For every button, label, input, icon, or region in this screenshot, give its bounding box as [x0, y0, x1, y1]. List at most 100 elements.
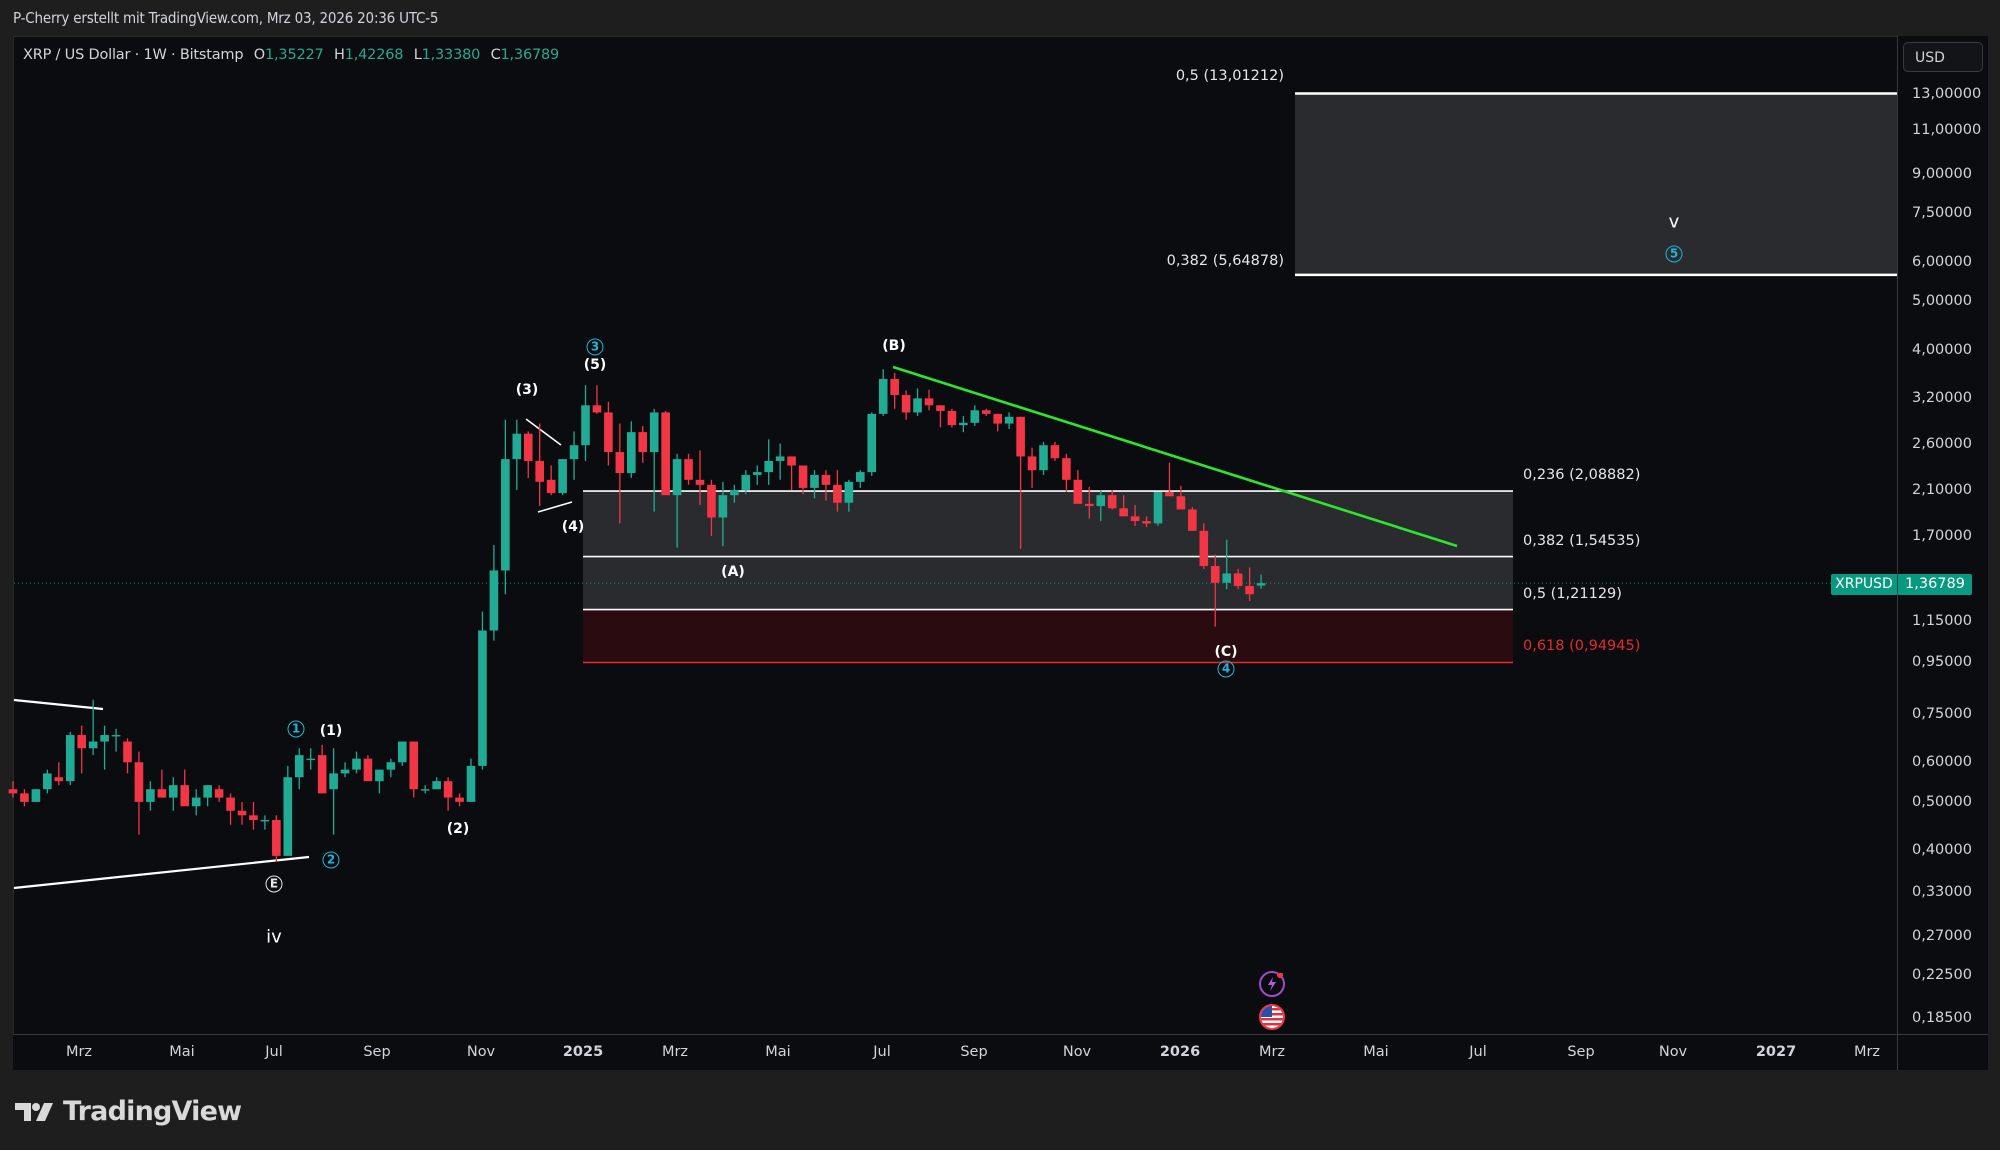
candle	[100, 735, 109, 742]
candle	[833, 484, 842, 503]
price-tick: 0,27000	[1912, 927, 1972, 944]
price-tick: 0,22500	[1912, 967, 1972, 984]
price-tick: 0,40000	[1912, 842, 1972, 859]
candle	[352, 758, 361, 770]
price-tick: 7,50000	[1912, 205, 1972, 222]
candle	[947, 410, 957, 426]
triangle-lower-line	[13, 855, 310, 890]
time-tick: Mai	[765, 1044, 791, 1060]
fib-extension-zone	[1295, 93, 1897, 275]
candle	[1176, 496, 1186, 510]
candle	[924, 398, 934, 406]
candle	[478, 630, 487, 766]
candle	[1210, 566, 1220, 583]
candle	[981, 410, 991, 414]
wave-label-4: (4)	[561, 519, 585, 535]
candle	[111, 735, 121, 737]
brand-name: TradingView	[63, 1096, 242, 1127]
candle	[856, 472, 865, 482]
candle	[798, 465, 808, 488]
candle	[386, 762, 396, 770]
price-tick: 1,70000	[1912, 527, 1972, 544]
candle	[1233, 573, 1243, 586]
candle	[169, 785, 178, 798]
price-tick: 0,75000	[1912, 705, 1972, 722]
candle	[1199, 530, 1209, 567]
candle	[1004, 416, 1014, 424]
candle	[707, 484, 716, 518]
time-tick: Nov	[1062, 1044, 1092, 1060]
candle	[913, 398, 922, 413]
candle	[157, 789, 167, 798]
candle	[1050, 445, 1060, 459]
price-tick: 1,15000	[1912, 612, 1972, 629]
candle	[363, 758, 373, 782]
candle	[569, 445, 579, 460]
lightning-event-icon[interactable]	[1259, 971, 1285, 997]
candle	[443, 781, 453, 798]
wave-circle-2: 2	[322, 851, 340, 869]
candle	[375, 769, 384, 782]
time-tick: Jul	[1469, 1044, 1487, 1060]
tradingview-logo[interactable]: TradingView	[15, 1096, 242, 1127]
us-flag-event-icon[interactable]	[1259, 1004, 1285, 1030]
candle	[1119, 508, 1128, 517]
candle	[1245, 585, 1254, 595]
candle	[558, 459, 567, 494]
price-tick: 0,60000	[1912, 754, 1972, 771]
last-price-tag: 1,36789	[1898, 574, 1972, 595]
fib-retracement-zone	[583, 491, 1513, 610]
high-value: 1,42268	[344, 47, 404, 63]
high-label: H	[333, 47, 345, 63]
candle	[489, 570, 499, 631]
low-value: 1,33380	[421, 47, 481, 63]
time-tick: Jul	[873, 1044, 891, 1060]
candle	[546, 479, 556, 494]
candle	[1073, 479, 1083, 504]
candle	[638, 432, 648, 453]
time-tick: 2026	[1159, 1044, 1201, 1060]
time-tick: 2027	[1755, 1044, 1797, 1060]
time-tick: Nov	[1658, 1044, 1688, 1060]
fib-level-label: 0,382 (5,64878)	[1166, 252, 1284, 269]
time-tick: Sep	[363, 1044, 391, 1060]
price-tick: 5,00000	[1912, 293, 1972, 310]
candle	[203, 785, 212, 798]
time-tick: Sep	[1567, 1044, 1595, 1060]
candle	[329, 773, 338, 790]
fib-level-label: 0,5 (13,01212)	[1175, 68, 1284, 85]
open-label: O	[253, 47, 265, 63]
candle	[191, 797, 201, 807]
candle	[649, 412, 659, 453]
candle	[283, 777, 293, 856]
currency-button[interactable]: USD	[1903, 42, 1983, 72]
price-tick: 0,33000	[1912, 884, 1972, 901]
candle	[695, 479, 705, 485]
candle	[146, 789, 155, 802]
candle	[581, 405, 590, 446]
price-axis[interactable]	[1897, 36, 1988, 1034]
time-axis[interactable]	[13, 1034, 1897, 1070]
open-value: 1,35227	[265, 47, 324, 63]
candle	[1107, 495, 1117, 509]
candle	[1256, 583, 1266, 586]
candle	[844, 481, 854, 503]
symbol-title[interactable]: XRP / US Dollar · 1W · Bitstamp	[23, 47, 244, 63]
candle	[409, 741, 419, 790]
chart-credit: P-Cherry erstellt mit TradingView.com, M…	[13, 9, 439, 27]
candle	[764, 460, 773, 473]
time-tick: Mai	[1363, 1044, 1389, 1060]
close-label: C	[490, 47, 501, 63]
candle	[741, 474, 751, 490]
candle	[901, 395, 911, 413]
candle	[294, 755, 304, 778]
fib-level-label: 0,236 (2,08882)	[1523, 467, 1641, 484]
candle	[1016, 416, 1025, 457]
price-tick: 13,00000	[1912, 85, 1982, 102]
wave-label-3: (3)	[515, 382, 539, 398]
candle	[535, 460, 544, 482]
candle	[867, 413, 877, 473]
candle	[420, 789, 430, 791]
candle	[260, 820, 270, 822]
